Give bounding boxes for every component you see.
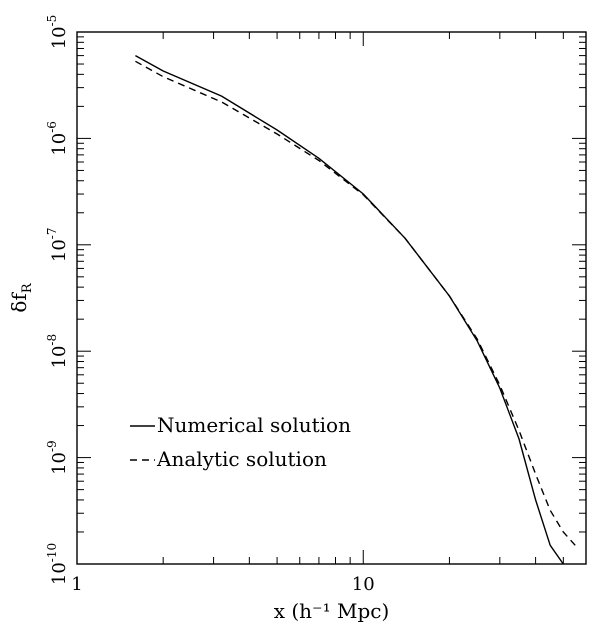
y-tick-label-exponent: -8 (45, 334, 59, 346)
y-tick-label: 10-9 (45, 440, 70, 475)
y-tick-label: 10-5 (45, 15, 70, 50)
legend: Numerical solution Analytic solution (130, 413, 351, 471)
x-axis-label: x (h⁻¹ Mpc) (274, 599, 390, 623)
y-tick-labels: 10-510-610-710-810-910-10 (45, 15, 70, 585)
y-tick-label: 10-8 (45, 334, 70, 369)
y-tick-label-base: 10 (49, 452, 70, 475)
y-tick-label-exponent: -10 (45, 543, 59, 562)
plot-frame (76, 31, 587, 565)
y-tick-label: 10-10 (45, 543, 70, 585)
y-tick-label-exponent: -5 (45, 15, 59, 27)
y-tick-label-exponent: -6 (45, 121, 59, 133)
y-tick-label-base: 10 (49, 562, 70, 585)
y-tick-label-base: 10 (49, 26, 70, 49)
series-line-numerical (135, 54, 564, 565)
x-tick-label: 10 (352, 574, 375, 595)
series-layer (135, 54, 576, 565)
legend-label: Numerical solution (157, 413, 351, 437)
legend-label: Analytic solution (156, 447, 327, 471)
series-line-analytic (135, 60, 576, 546)
y-tick-label-base: 10 (49, 346, 70, 369)
y-axis-label-subscript: R (20, 282, 35, 293)
y-axis-label-main: δf (7, 292, 31, 313)
y-tick-label: 10-7 (45, 227, 70, 262)
y-tick-label-base: 10 (49, 133, 70, 156)
x-tick-label: 1 (71, 574, 82, 595)
y-tick-label-exponent: -9 (45, 440, 59, 452)
y-tick-label-exponent: -7 (45, 227, 59, 239)
y-axis-label: δfR (7, 282, 35, 312)
y-tick-label-base: 10 (49, 239, 70, 262)
x-tick-labels: 1 10 (71, 574, 374, 595)
axis-ticks (76, 31, 587, 565)
y-tick-label: 10-6 (45, 121, 70, 156)
